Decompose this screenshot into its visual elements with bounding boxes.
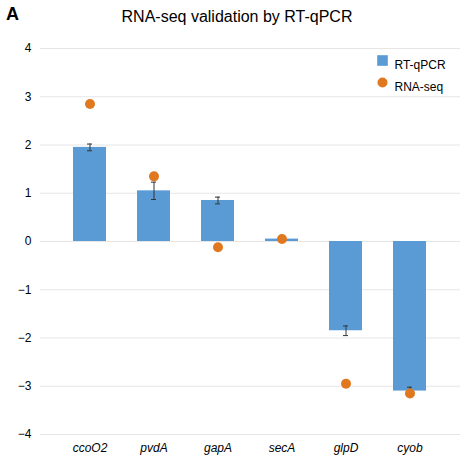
svg-text:−1: −1: [18, 283, 32, 297]
svg-text:1: 1: [25, 186, 32, 200]
html-text:A: A: [6, 4, 19, 24]
svg-text:−3: −3: [18, 379, 32, 393]
svg-text:4: 4: [25, 41, 32, 55]
svg-text:pvdA: pvdA: [139, 441, 167, 455]
svg-text:gapA: gapA: [204, 441, 232, 455]
svg-text:RNA-seq: RNA-seq: [395, 80, 444, 94]
svg-text:3: 3: [25, 90, 32, 104]
svg-text:2: 2: [25, 138, 32, 152]
svg-text:RT-qPCR: RT-qPCR: [395, 58, 446, 72]
svg-text:ccoO2: ccoO2: [73, 441, 108, 455]
svg-text:−4: −4: [18, 427, 32, 441]
svg-text:−2: −2: [18, 331, 32, 345]
svg-text:glpD: glpD: [334, 441, 359, 455]
svg-text:cyob: cyob: [397, 441, 423, 455]
svg-text:secA: secA: [269, 441, 296, 455]
html-text:RNA-seq validation by RT-qPCR: RNA-seq validation by RT-qPCR: [121, 8, 353, 25]
svg-text:0: 0: [25, 234, 32, 248]
